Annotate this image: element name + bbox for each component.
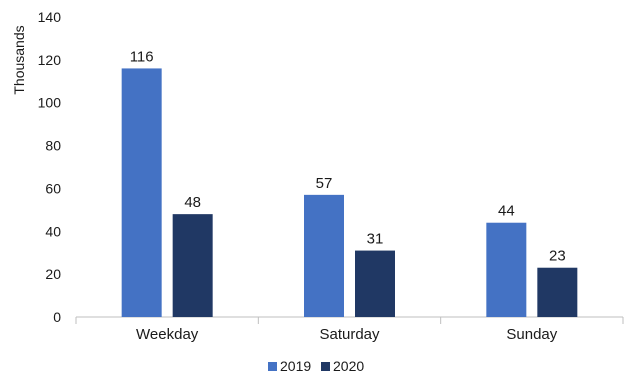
y-axis-title: Thousands — [11, 25, 27, 94]
y-tick-label: 20 — [45, 266, 61, 282]
bar-2020-saturday — [355, 250, 395, 317]
data-label: 57 — [316, 175, 333, 192]
y-tick-label: 0 — [53, 309, 61, 325]
y-tick-label: 100 — [38, 95, 62, 111]
data-labels: 116 48 57 31 44 23 — [130, 48, 566, 264]
bar-2019-saturday — [304, 194, 344, 317]
bar-2019-weekday — [121, 68, 162, 317]
y-tick-label: 60 — [45, 180, 61, 196]
y-tick-label: 140 — [38, 9, 62, 25]
legend-label: 2020 — [333, 358, 364, 374]
data-label: 48 — [184, 194, 201, 211]
data-label: 23 — [549, 248, 566, 265]
bars — [121, 68, 578, 317]
axes: 0 20 40 60 80 100 120 140 Weekday Saturday Sunday — [38, 9, 624, 343]
x-tick-label: Saturday — [319, 326, 380, 343]
bar-2020-weekday — [172, 214, 213, 317]
x-tick-label: Sunday — [506, 326, 557, 343]
y-tick-label: 120 — [38, 52, 62, 68]
x-tick-label: Weekday — [136, 326, 199, 343]
legend-swatch — [321, 362, 330, 371]
legend-label: 2019 — [280, 358, 311, 374]
data-label: 44 — [498, 203, 515, 220]
legend-swatch — [268, 362, 277, 371]
bar-2019-sunday — [486, 222, 527, 317]
legend: 2019 2020 — [268, 358, 364, 374]
y-tick-label: 40 — [45, 223, 61, 239]
data-label: 116 — [130, 48, 154, 65]
bar-2020-sunday — [537, 267, 578, 317]
data-label: 31 — [367, 231, 384, 248]
y-tick-label: 80 — [45, 138, 61, 154]
